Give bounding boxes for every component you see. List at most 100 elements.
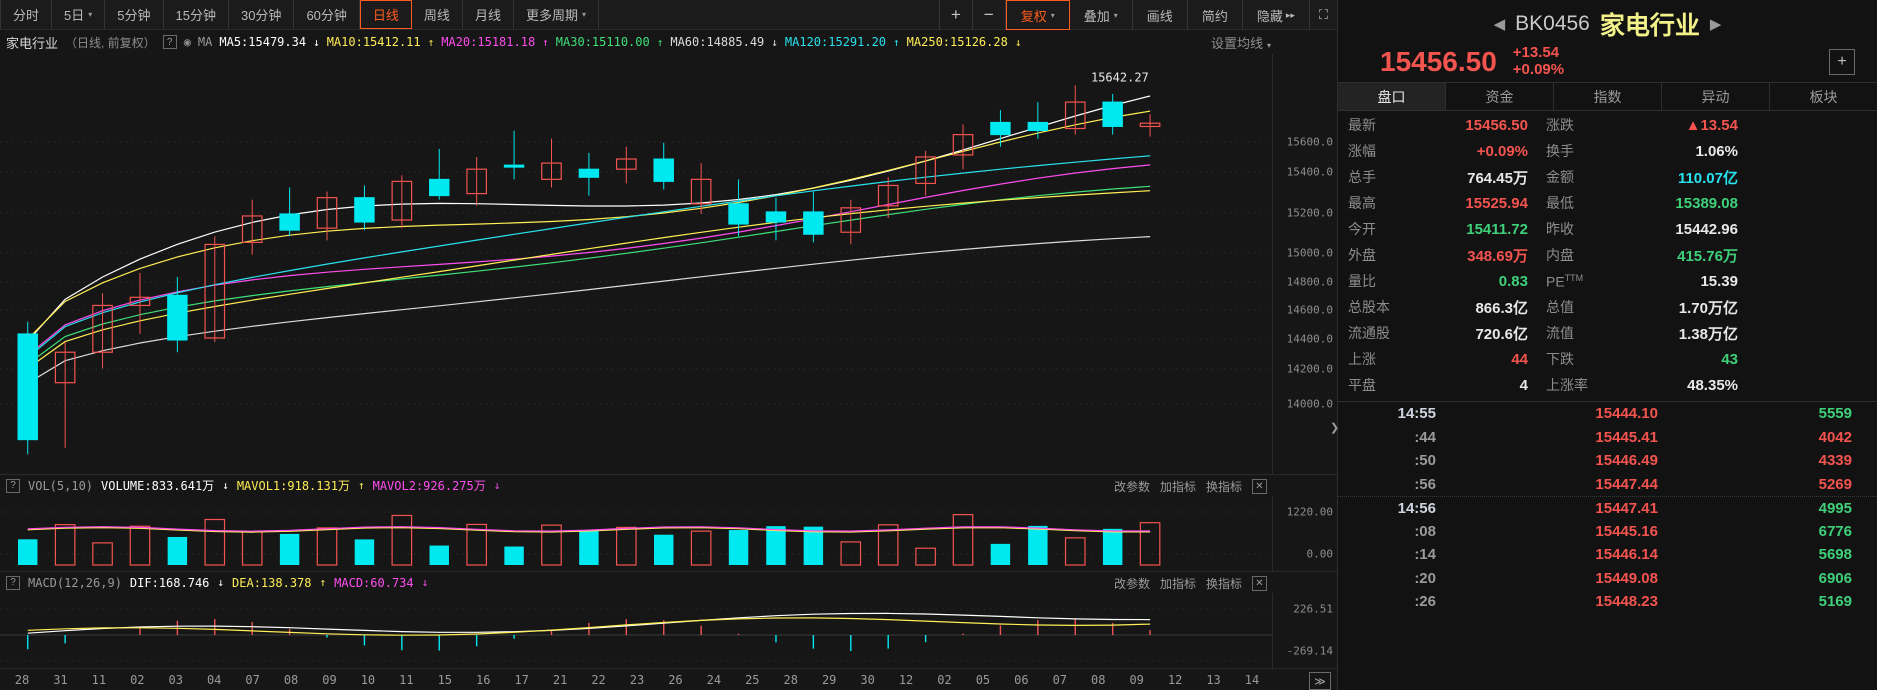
tick-row[interactable]: :44 15445.41 4042 [1338,426,1877,450]
draw-line-button[interactable]: 画线 [1133,0,1188,30]
set-ma-button[interactable]: 设置均线 ▾ [1210,36,1271,51]
volume-plot [0,496,1272,571]
tab-1[interactable]: 资金 [1446,83,1554,110]
quote-value-2: 1.06% [1695,142,1738,160]
button-label: + [950,5,961,24]
period-label: 月线 [474,8,501,23]
button-label: − [983,5,994,24]
expand-right-button[interactable]: ≫ [1309,672,1331,690]
help-icon[interactable]: ? [6,478,20,493]
quote-value-2: 43 [1721,350,1738,368]
vol-action-2[interactable]: 换指标 [1205,480,1242,494]
quote-value-2: 15.39 [1700,272,1738,290]
price-tick-7: 14200.0 [1286,362,1333,376]
help-icon[interactable]: ? [162,35,177,49]
ma-arrow-2: ↑ [542,35,549,49]
price-tick-1: 15400.0 [1286,165,1333,179]
period-button-2[interactable]: 5分钟 [105,0,164,29]
simple-mode-button[interactable]: 简约 [1188,0,1243,30]
prev-stock-icon[interactable]: ◀ [1493,16,1506,33]
tick-row[interactable]: :20 15449.08 6906 [1338,567,1877,591]
macd-action-0[interactable]: 改参数 [1113,577,1150,591]
tick-row[interactable]: :56 15447.44 5269 [1338,473,1877,497]
ma-value-6: MA250:15126.28 [906,35,1008,49]
tab-2[interactable]: 指数 [1554,83,1662,110]
zoom-out-button[interactable]: − [973,0,1006,30]
date-tick-30: 12 [1167,673,1183,687]
button-label: 隐藏 [1256,8,1283,24]
date-tick-14: 21 [552,673,568,687]
date-tick-18: 24 [706,673,722,687]
stock-price-row: 15456.50 +13.54 +0.09% + [1348,42,1867,79]
period-label: 5分钟 [117,8,151,23]
period-button-3[interactable]: 15分钟 [164,0,229,29]
macd-action-1[interactable]: 加指标 [1159,577,1196,591]
collapse-handle[interactable]: ❯ [1330,421,1340,434]
price-chart-pane[interactable]: 15642.2713827.99 15600.015400.015200.015… [0,54,1337,474]
tab-3[interactable]: 异动 [1662,83,1770,110]
tab-0[interactable]: 盘口 [1338,83,1446,110]
tick-price: 15445.16 [1595,522,1658,540]
date-tick-6: 07 [245,673,260,687]
tick-volume: 5269 [1818,475,1852,493]
period-label: 周线 [423,8,450,23]
quote-value: 866.3亿 [1475,299,1528,317]
date-tick-31: 13 [1206,673,1221,687]
macd-arrow-1: ↑ [319,576,327,589]
add-to-watchlist-button[interactable]: + [1829,48,1855,75]
quote-row: 最高 15525.94 最低 15389.08 [1338,190,1877,216]
date-tick-21: 29 [821,673,837,687]
close-icon[interactable]: ✕ [1252,576,1267,591]
quote-row: 量比 0.83 PETTM 15.39 [1338,268,1877,294]
quote-value-2: 15442.96 [1675,220,1738,238]
period-button-1[interactable]: 5日 ▾ [52,0,106,29]
date-tick-32: 14 [1244,673,1260,687]
period-button-7[interactable]: 周线 [412,0,463,29]
volume-tick-1: 0.00 [1306,547,1334,561]
next-stock-icon[interactable]: ▶ [1709,16,1722,33]
period-label: 5日 [64,8,85,23]
overlay-button[interactable]: 叠加 ▾ [1070,0,1133,30]
period-button-6[interactable]: 日线 [359,0,412,29]
tick-time: :20 [1414,569,1436,587]
candlestick-plot[interactable]: 15642.27 13827.99 [0,54,1272,474]
period-button-8[interactable]: 月线 [463,0,514,29]
chevron-down-icon: ▾ [1050,10,1055,20]
quote-label-2: PETTM [1546,272,1584,290]
ma-arrow-5: ↑ [893,35,900,49]
date-tick-13: 17 [514,673,529,687]
period-button-9[interactable]: 更多周期 ▾ [514,0,599,29]
vol-action-0[interactable]: 改参数 [1113,480,1150,494]
tick-row[interactable]: :08 15445.16 6776 [1338,520,1877,544]
fullscreen-button[interactable]: ⛶ [1310,0,1337,30]
zoom-in-button[interactable]: + [938,0,973,30]
tick-volume: 6776 [1818,522,1852,540]
vol-action-1[interactable]: 加指标 [1159,480,1196,494]
macd-pane[interactable]: 226.51 -269.14 [0,593,1337,668]
hide-panel-button[interactable]: 隐藏 ▸▸ [1243,0,1310,30]
close-icon[interactable]: ✕ [1252,479,1267,494]
period-button-5[interactable]: 60分钟 [294,0,360,29]
adjust-price-button[interactable]: 复权 ▾ [1005,0,1070,30]
tick-row[interactable]: :14 15446.14 5698 [1338,543,1877,567]
quote-label-2: 昨收 [1546,221,1574,237]
quote-label-2: 上涨率 [1546,377,1588,393]
tick-row[interactable]: 14:56 15447.41 4995 [1338,496,1877,520]
volume-pane[interactable]: 1220.00 0.00 [0,496,1337,571]
tick-list[interactable]: 14:55 15444.10 5559:44 15445.41 4042:50 15446… [1338,401,1877,614]
ma-arrow-6: ↓ [1014,35,1022,49]
period-button-4[interactable]: 30分钟 [229,0,295,29]
help-icon[interactable]: ? [6,575,20,590]
tab-4[interactable]: 板块 [1809,88,1838,105]
gear-icon[interactable]: ◉ [183,35,191,49]
quote-label-2: 下跌 [1546,351,1574,367]
date-tick-17: 26 [668,673,683,687]
tick-row[interactable]: :50 15446.49 4339 [1338,449,1877,473]
quote-row: 总股本 866.3亿 总值 1.70万亿 [1338,294,1877,320]
period-button-0[interactable]: 分时 [0,0,53,29]
price-tick-6: 14400.0 [1286,332,1333,346]
macd-action-2[interactable]: 换指标 [1205,577,1242,591]
tick-row[interactable]: 14:55 15444.10 5559 [1338,402,1877,426]
tick-time: :44 [1414,428,1436,446]
tick-row[interactable]: :26 15448.23 5169 [1338,590,1877,614]
